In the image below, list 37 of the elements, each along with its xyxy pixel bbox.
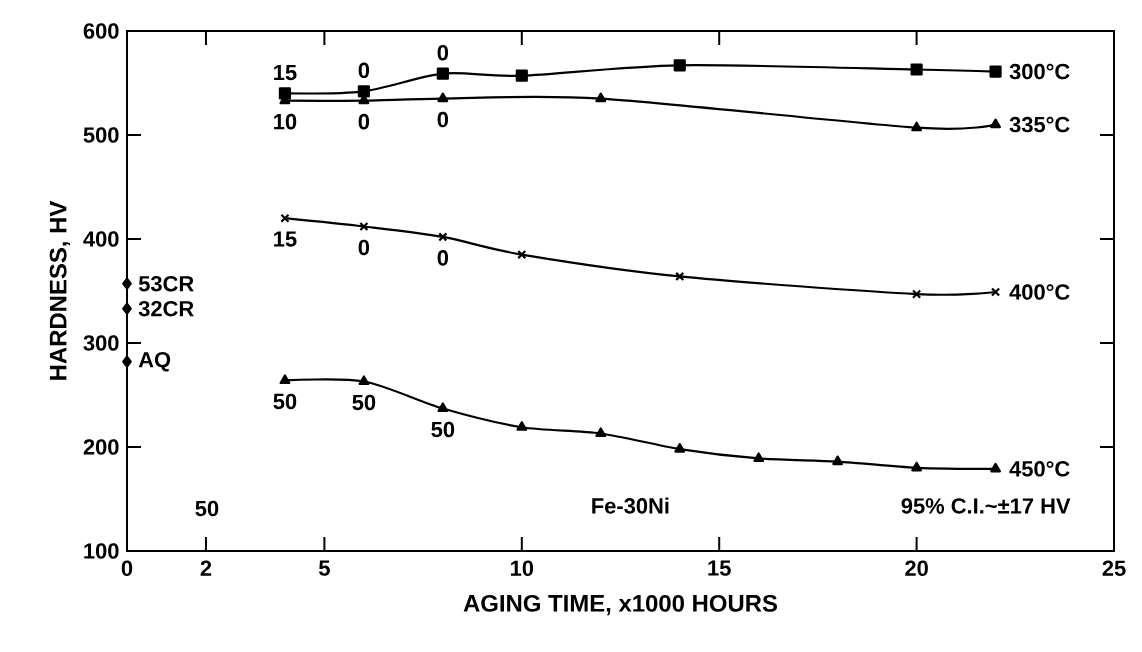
y-tick-label: 300 bbox=[83, 335, 119, 351]
x-tick-label: 2 bbox=[200, 560, 212, 576]
series-label: 400°C bbox=[1009, 284, 1070, 300]
annotation: 0 bbox=[358, 239, 370, 256]
annotation: Fe-30Ni bbox=[592, 497, 669, 514]
annotation: AQ bbox=[138, 351, 171, 372]
y-tick-label: 500 bbox=[83, 127, 119, 143]
annotation: 50 bbox=[273, 393, 297, 410]
annotation: 53CR bbox=[138, 275, 194, 292]
annotation: 15 bbox=[274, 231, 297, 247]
y-axis-title: HARDNESS, HV bbox=[49, 200, 71, 380]
annotation: 15 bbox=[274, 64, 297, 81]
annotation: 0 bbox=[358, 62, 370, 79]
legend-label: 335°C bbox=[1009, 116, 1070, 133]
x-axis-title: AGING TIME, x1000 HOURS bbox=[463, 594, 777, 616]
annotation: 0 bbox=[437, 44, 449, 61]
x-tick-label: 15 bbox=[708, 560, 731, 576]
annotation: 0 bbox=[358, 113, 370, 130]
series-label: 450°C bbox=[1009, 461, 1070, 477]
x-tick-label: 25 bbox=[1102, 560, 1126, 577]
y-tick-label: 600 bbox=[83, 23, 119, 39]
x-tick-label: 10 bbox=[510, 560, 534, 577]
annotation: 10 bbox=[274, 113, 297, 130]
x-tick-label: 0 bbox=[121, 560, 133, 577]
annotation: 0 bbox=[437, 250, 449, 266]
annotation: 50 bbox=[431, 421, 455, 438]
y-tick-label: 400 bbox=[83, 231, 119, 247]
y-tick-label: 100 bbox=[84, 543, 119, 559]
x-tick-label: 5 bbox=[318, 560, 330, 576]
annotation: 50 bbox=[195, 500, 219, 517]
y-tick-label: 200 bbox=[83, 439, 119, 455]
series-label: 300°C bbox=[1009, 63, 1070, 80]
x-tick-label: 20 bbox=[905, 560, 928, 577]
annotation: 0 bbox=[437, 111, 449, 128]
annotation: 32CR bbox=[138, 300, 194, 317]
annotation: 95% C.I.~±17 HV bbox=[901, 498, 1071, 514]
annotation: 50 bbox=[352, 394, 376, 411]
